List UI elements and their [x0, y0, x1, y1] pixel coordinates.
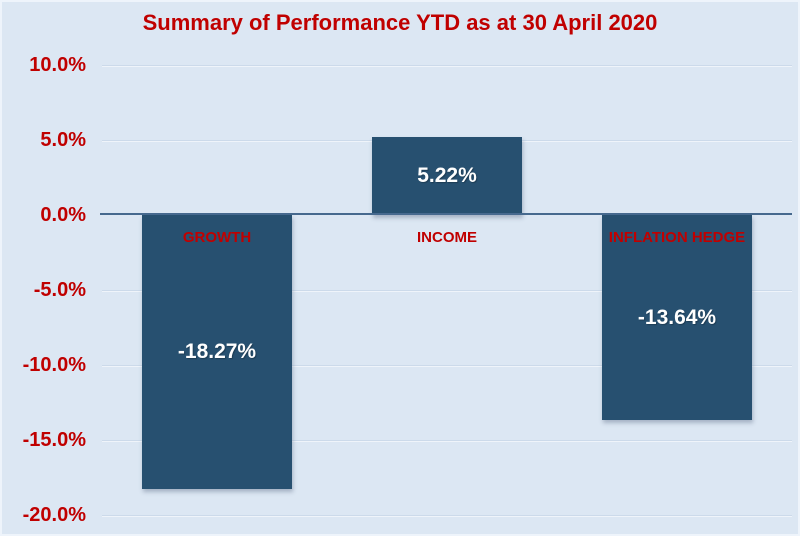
y-tick-label--20.0%: -20.0%: [22, 504, 86, 526]
y-tick-label-10.0%: 10.0%: [29, 54, 86, 76]
gridline--5.0%: [102, 290, 792, 291]
chart-title: Summary of Performance YTD as at 30 Apri…: [142, 10, 658, 35]
gridline--20.0%: [102, 515, 792, 516]
category-label-growth: GROWTH: [182, 229, 252, 246]
y-tick-label-0.0%: 0.0%: [40, 204, 86, 226]
gridline--15.0%: [102, 440, 792, 441]
value-label-growth: -18.27%: [177, 340, 257, 363]
category-label-income: INCOME: [417, 229, 477, 246]
value-label-inflation-hedge: -13.64%: [637, 305, 717, 329]
value-label-income: 5.22%: [417, 163, 477, 187]
y-tick-label-5.0%: 5.0%: [40, 129, 86, 151]
bar-income: 5.22%: [372, 136, 522, 215]
bar-growth: -18.27%: [142, 215, 292, 489]
y-tick-label--15.0%: -15.0%: [22, 429, 86, 451]
zero-axis-line: [100, 213, 792, 215]
y-tick-label--5.0%: -5.0%: [33, 279, 86, 301]
gridline-10.0%: [102, 65, 792, 66]
category-label-inflation-hedge: INFLATION HEDGE: [608, 229, 746, 246]
gridline--10.0%: [102, 365, 792, 366]
bar-inflation-hedge: -13.64%: [602, 215, 752, 420]
y-tick-label--10.0%: -10.0%: [22, 354, 86, 376]
